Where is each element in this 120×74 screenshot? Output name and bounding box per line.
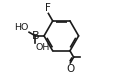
Text: F: F	[45, 3, 51, 13]
Text: O: O	[66, 64, 74, 74]
Text: B: B	[32, 31, 39, 41]
Text: OH: OH	[36, 43, 50, 52]
Text: HO: HO	[14, 23, 29, 32]
